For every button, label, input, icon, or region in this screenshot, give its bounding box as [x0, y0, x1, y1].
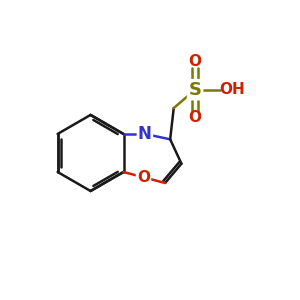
- Text: OH: OH: [219, 82, 245, 97]
- Text: N: N: [138, 125, 152, 143]
- Text: O: O: [189, 110, 202, 125]
- Text: S: S: [189, 81, 202, 99]
- Text: O: O: [137, 170, 150, 185]
- Text: O: O: [189, 54, 202, 69]
